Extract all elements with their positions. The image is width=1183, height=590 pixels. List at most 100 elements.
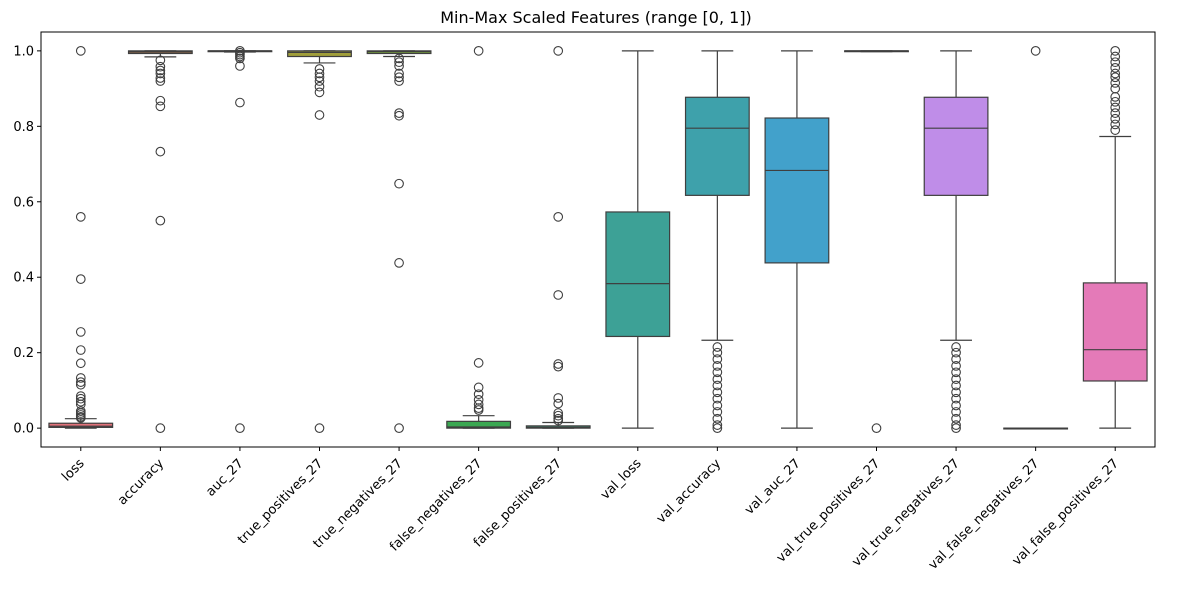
plot-layer [48, 46, 1148, 433]
outlier-point [473, 382, 484, 393]
outlier-point [951, 354, 961, 364]
outlier-point [951, 347, 961, 358]
box-group-val_loss [605, 50, 671, 429]
outlier-point [951, 400, 961, 411]
outlier-point [75, 358, 86, 369]
outlier-point [951, 407, 961, 417]
outlier-point [155, 423, 166, 433]
outlier-point [314, 87, 325, 98]
outlier-point [1110, 68, 1121, 79]
outlier-point [394, 76, 404, 86]
outlier-point [314, 68, 325, 79]
outlier-point [871, 423, 882, 433]
y-tick-label: 0.0 [13, 422, 34, 437]
outlier-point [1110, 92, 1121, 102]
box-group-auc_27 [207, 46, 273, 433]
outlier-point [155, 95, 166, 106]
box-group-val_true_positives_27 [844, 50, 909, 433]
y-tick-label: 0.8 [13, 120, 34, 135]
outlier-point [712, 361, 723, 371]
outlier-point [155, 61, 166, 72]
box-iqr [684, 96, 750, 196]
outlier-point [473, 405, 484, 415]
box-group-val_false_positives_27 [1082, 46, 1148, 429]
outlier-point [553, 410, 564, 421]
outlier-point [951, 393, 961, 404]
outlier-point [712, 413, 723, 424]
outlier-point [553, 359, 564, 369]
outlier-point [712, 420, 723, 430]
outlier-point [553, 408, 564, 418]
outlier-point [712, 367, 723, 378]
box-group-val_true_negatives_27 [923, 50, 989, 433]
outlier-point [155, 73, 166, 83]
outlier-point [1110, 125, 1121, 135]
box-group-accuracy [127, 50, 193, 433]
outlier-point [1110, 96, 1121, 107]
outlier-point [712, 354, 723, 364]
outlier-point [394, 57, 404, 68]
y-tick-label: 0.6 [13, 195, 34, 210]
outlier-point [1110, 72, 1121, 83]
outlier-point [712, 407, 723, 417]
outlier-point [394, 178, 404, 189]
plot-frame [40, 31, 1156, 448]
outlier-point [712, 400, 723, 411]
outlier-point [951, 374, 961, 384]
outlier-point [1110, 51, 1121, 62]
box-iqr [287, 50, 352, 58]
outlier-point [1110, 113, 1121, 124]
outlier-point [235, 61, 245, 71]
outlier-point [1110, 119, 1121, 130]
box-iqr [446, 420, 512, 429]
outlier-point [155, 68, 166, 79]
outlier-point [75, 46, 86, 56]
box-iqr [923, 96, 989, 196]
outlier-point [155, 76, 166, 86]
outlier-point [553, 393, 564, 403]
outlier-point [394, 110, 404, 121]
outlier-point [75, 327, 86, 337]
y-tick-label: 1.0 [13, 44, 34, 59]
outlier-point [951, 367, 961, 378]
outlier-point [155, 55, 166, 66]
outlier-point [75, 345, 86, 355]
outlier-point [75, 274, 86, 284]
outlier-point [712, 347, 723, 358]
y-axis: 0.0 0.2 0.4 0.6 0.8 1.0 [13, 44, 41, 437]
outlier-point [75, 393, 86, 404]
outlier-point [75, 212, 86, 222]
box-iqr [48, 422, 114, 428]
outlier-point [951, 387, 961, 398]
outlier-point [553, 398, 564, 409]
outlier-point [951, 342, 961, 352]
outlier-point [553, 46, 564, 56]
outlier-point [155, 65, 166, 76]
outlier-point [155, 215, 166, 226]
box-group-false_negatives_27 [446, 46, 512, 429]
outlier-point [394, 423, 404, 433]
outlier-point [473, 46, 484, 56]
outlier-point [394, 108, 404, 118]
outlier-point [951, 423, 961, 433]
outlier-point [155, 101, 166, 112]
outlier-point [235, 423, 245, 433]
box-group-val_false_negatives_27 [1003, 46, 1069, 430]
outlier-point [951, 361, 961, 371]
outlier-point [314, 72, 325, 83]
outlier-point [1030, 46, 1041, 56]
outlier-point [314, 76, 325, 86]
outlier-point [553, 415, 564, 426]
outlier-point [473, 389, 484, 400]
outlier-point [712, 374, 723, 384]
outlier-point [712, 342, 723, 352]
box-group-val_auc_27 [764, 50, 830, 429]
box-group-true_negatives_27 [366, 50, 432, 433]
outlier-point [394, 61, 404, 71]
outlier-point [712, 423, 723, 433]
outlier-point [314, 81, 325, 92]
outlier-point [712, 380, 723, 391]
outlier-point [951, 380, 961, 391]
chart-title: Min-Max Scaled Features (range [0, 1]) [440, 8, 752, 27]
